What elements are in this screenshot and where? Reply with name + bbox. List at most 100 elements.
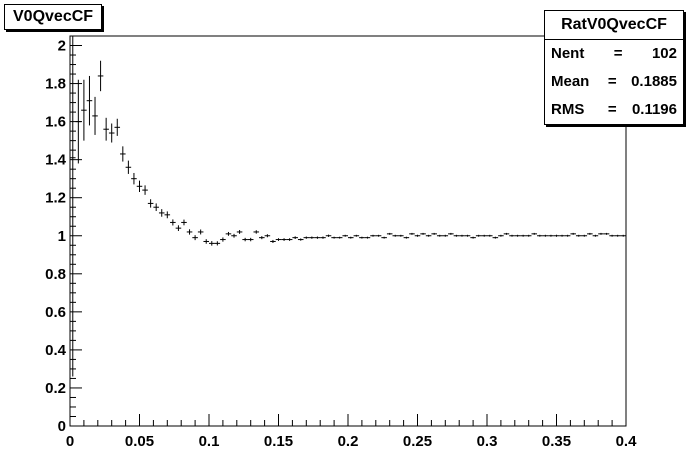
data-point	[125, 160, 132, 174]
stats-row-mean: Mean = 0.1885	[545, 68, 683, 96]
x-tick-label: 0.35	[542, 433, 571, 450]
data-point	[131, 172, 137, 185]
data-point	[475, 234, 482, 237]
data-point	[320, 236, 326, 239]
data-point	[459, 234, 465, 237]
stats-eq: =	[613, 45, 623, 62]
y-tick-label: 1.2	[45, 190, 66, 207]
data-point	[425, 234, 432, 237]
data-point	[325, 234, 332, 237]
x-tick-label: 0.3	[477, 433, 498, 450]
data-point	[247, 237, 254, 242]
data-point	[364, 236, 371, 239]
y-tick-label: 0.4	[45, 342, 67, 359]
data-point	[492, 236, 499, 239]
data-point	[548, 234, 554, 237]
data-point	[598, 232, 604, 235]
y-tick-label: 1.8	[45, 76, 66, 93]
data-point	[147, 199, 154, 208]
data-point	[75, 79, 82, 164]
data-point	[603, 232, 610, 235]
data-point	[153, 203, 159, 212]
data-point	[70, 36, 76, 377]
stats-name: RatV0QvecCF	[545, 11, 683, 40]
y-tick-label: 0	[58, 418, 66, 435]
data-point	[192, 235, 198, 241]
data-point	[186, 229, 193, 235]
data-point	[158, 209, 165, 217]
data-point	[342, 234, 348, 237]
stats-eq: =	[607, 73, 617, 90]
data-point	[564, 234, 571, 237]
x-axis: 0 0.05 0.1 0.15 0.2 0.25 0.3 0.35 0.4	[66, 414, 637, 450]
data-point	[331, 236, 337, 239]
data-point	[220, 237, 226, 242]
data-points	[70, 36, 626, 377]
data-point	[570, 232, 576, 235]
data-point	[225, 231, 232, 236]
data-point	[170, 219, 176, 226]
y-tick-label: 1.6	[45, 114, 66, 131]
data-point	[620, 234, 626, 237]
data-point	[142, 185, 148, 195]
data-point	[114, 118, 121, 136]
data-point	[309, 236, 315, 239]
data-point	[164, 211, 171, 219]
y-tick-label: 1.4	[45, 152, 67, 169]
data-point	[386, 232, 393, 235]
data-point	[487, 234, 493, 237]
data-point	[281, 238, 287, 241]
data-point	[420, 232, 426, 235]
y-tick-label: 1	[58, 228, 66, 245]
data-point	[531, 232, 538, 235]
data-point	[214, 241, 221, 246]
x-tick-label: 0.1	[199, 433, 220, 450]
data-point	[592, 234, 599, 237]
data-point	[264, 234, 271, 238]
data-point	[120, 146, 126, 162]
data-point	[448, 232, 454, 235]
data-point	[398, 234, 404, 237]
data-point	[253, 230, 260, 234]
data-point	[92, 96, 98, 135]
stats-row-entries: Nent = 102	[545, 40, 683, 68]
data-point	[286, 238, 293, 241]
data-point	[359, 236, 365, 239]
data-point	[453, 234, 460, 237]
data-point	[336, 236, 343, 239]
data-point	[525, 234, 532, 237]
data-point	[436, 234, 443, 237]
data-point	[81, 79, 87, 141]
data-point	[86, 75, 93, 126]
data-point	[614, 234, 621, 237]
stats-value: 0.1196	[631, 101, 677, 118]
data-point	[392, 234, 399, 237]
x-tick-label: 0.05	[125, 433, 154, 450]
data-point	[370, 234, 376, 237]
data-point	[375, 234, 382, 237]
data-point	[197, 229, 204, 235]
data-point	[581, 234, 588, 237]
data-point	[103, 117, 109, 141]
data-point	[498, 234, 504, 237]
data-point	[503, 232, 510, 235]
y-tick-label: 2	[58, 38, 66, 55]
data-point	[381, 236, 387, 239]
data-point	[403, 236, 410, 239]
data-point	[470, 236, 476, 239]
data-point	[259, 236, 265, 240]
data-point	[181, 219, 187, 226]
stats-label: Nent	[551, 45, 585, 62]
data-point	[353, 234, 360, 237]
data-point	[609, 234, 615, 237]
data-point	[203, 239, 209, 244]
data-point	[442, 234, 449, 237]
y-tick-label: 0.6	[45, 304, 66, 321]
data-point	[303, 236, 310, 239]
data-point	[409, 232, 415, 235]
x-tick-label: 0.4	[616, 433, 638, 450]
data-point	[297, 238, 304, 241]
data-point	[537, 234, 543, 237]
stats-label: Mean	[551, 73, 594, 90]
data-point	[542, 234, 549, 237]
